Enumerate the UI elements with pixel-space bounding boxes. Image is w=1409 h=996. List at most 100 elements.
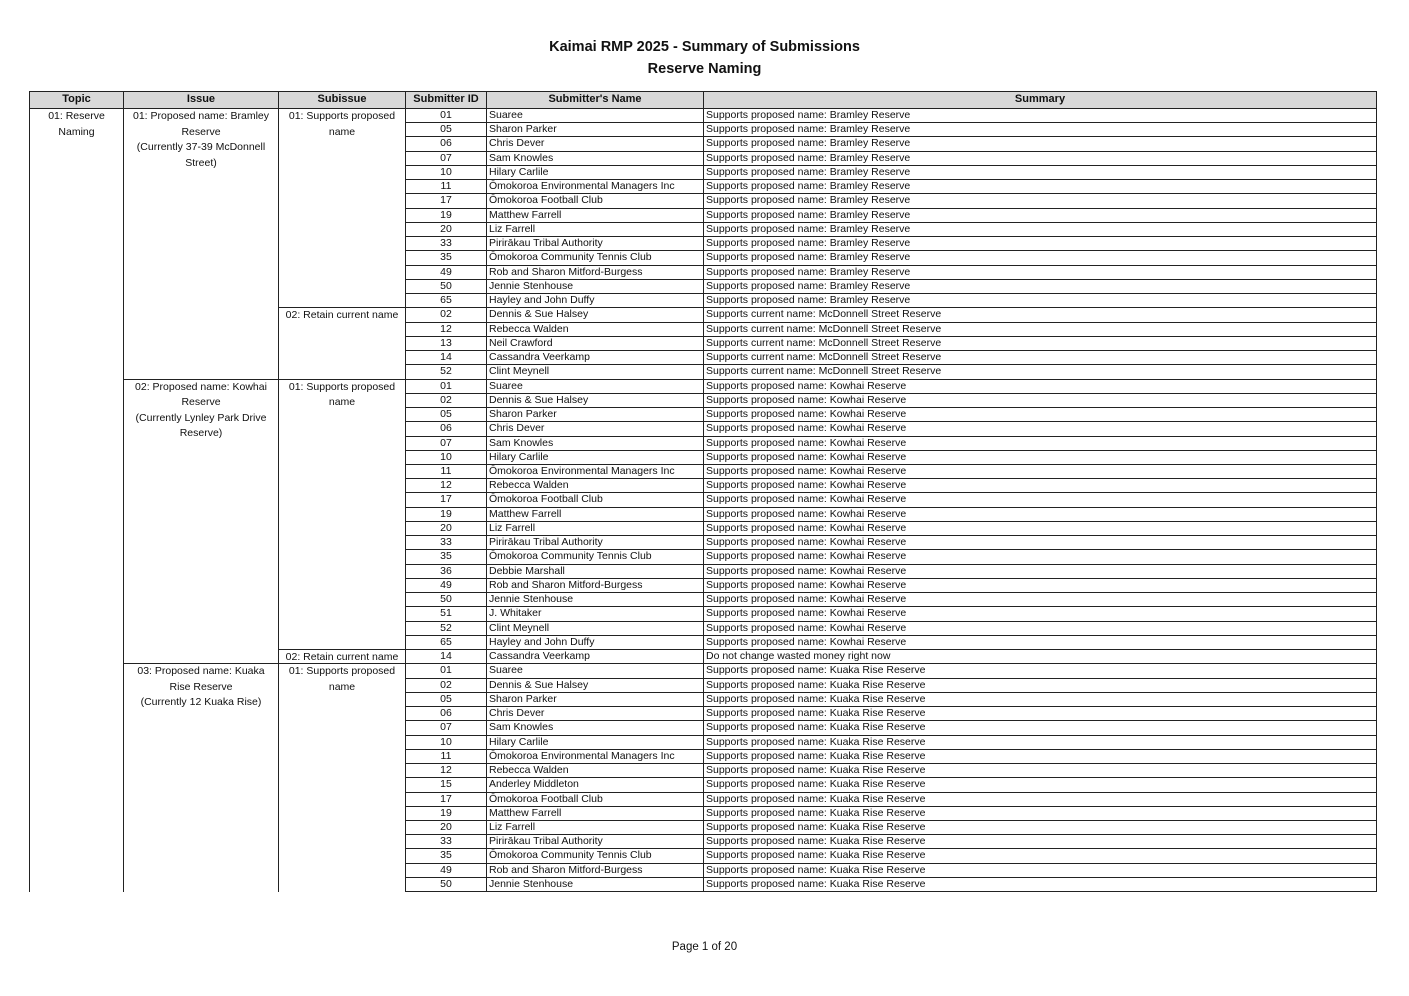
- summary: Supports proposed name: Kuaka Rise Reser…: [703, 663, 1377, 679]
- submitter-name: Ōmokoroa Community Tennis Club: [486, 250, 704, 266]
- summary: Do not change wasted money right now: [703, 649, 1377, 665]
- submitter-name: Ōmokoroa Community Tennis Club: [486, 848, 704, 864]
- submitter-id: 17: [405, 492, 487, 508]
- submitter-name: Hilary Carlile: [486, 734, 704, 750]
- submitter-id: 50: [405, 278, 487, 295]
- summary: Supports proposed name: Kowhai Reserve: [703, 506, 1377, 522]
- submitter-id: 10: [405, 449, 487, 465]
- submitter-id: 10: [405, 164, 487, 181]
- submitter-id: 51: [405, 606, 487, 622]
- submitter-id: 35: [405, 848, 487, 864]
- summary: Supports proposed name: Kowhai Reserve: [703, 535, 1377, 551]
- summary: Supports proposed name: Kuaka Rise Reser…: [703, 748, 1377, 765]
- submitter-name: Jennie Stenhouse: [486, 592, 704, 608]
- submitter-id: 07: [405, 435, 487, 451]
- summary: Supports proposed name: Kuaka Rise Reser…: [703, 777, 1377, 793]
- summary: Supports proposed name: Kuaka Rise Reser…: [703, 862, 1377, 878]
- submitter-id: 50: [405, 592, 487, 608]
- submitter-id: 12: [405, 321, 487, 337]
- submitter-name: Matthew Farrell: [486, 207, 704, 223]
- summary: Supports proposed name: Bramley Reserve: [703, 278, 1377, 295]
- submitter-id: 10: [405, 734, 487, 750]
- submitter-name: Rebecca Walden: [486, 321, 704, 337]
- summary: Supports current name: McDonnell Street …: [703, 335, 1377, 352]
- submitter-name: Chris Dever: [486, 421, 704, 437]
- column-header: Subissue: [278, 91, 406, 109]
- issue-name: 02: Proposed name: Kowhai Reserve: [135, 380, 267, 409]
- submitter-id: 14: [405, 649, 487, 665]
- summary: Supports proposed name: Kuaka Rise Reser…: [703, 691, 1377, 708]
- submitter-id: 20: [405, 520, 487, 537]
- column-header: Submitter ID: [405, 91, 487, 109]
- submitter-name: Jennie Stenhouse: [486, 876, 704, 893]
- summary: Supports proposed name: Kowhai Reserve: [703, 563, 1377, 579]
- column-header: Issue: [123, 91, 279, 109]
- submitter-id: 52: [405, 620, 487, 636]
- summary: Supports proposed name: Kowhai Reserve: [703, 392, 1377, 409]
- submitter-name: Ōmokoroa Environmental Managers Inc: [486, 748, 704, 765]
- submitter-name: Neil Crawford: [486, 335, 704, 352]
- summary: Supports proposed name: Kowhai Reserve: [703, 449, 1377, 465]
- summary: Supports proposed name: Kuaka Rise Reser…: [703, 834, 1377, 850]
- submitter-name: Ōmokoroa Environmental Managers Inc: [486, 179, 704, 195]
- summary: Supports proposed name: Kowhai Reserve: [703, 606, 1377, 622]
- summary: Supports proposed name: Kuaka Rise Reser…: [703, 677, 1377, 693]
- submitter-id: 35: [405, 250, 487, 266]
- summary: Supports current name: McDonnell Street …: [703, 321, 1377, 337]
- summary: Supports proposed name: Kuaka Rise Reser…: [703, 820, 1377, 836]
- submitter-id: 06: [405, 136, 487, 152]
- issue-note: (Currently Lynley Park Drive Reserve): [135, 411, 267, 440]
- summary: Supports proposed name: Kowhai Reserve: [703, 520, 1377, 537]
- submitter-name: Sharon Parker: [486, 407, 704, 423]
- submitter-name: Hayley and John Duffy: [486, 634, 704, 651]
- summary: Supports proposed name: Kuaka Rise Reser…: [703, 763, 1377, 779]
- issue-note: (Currently 37-39 McDonnell Street): [136, 141, 266, 169]
- summary: Supports proposed name: Kowhai Reserve: [703, 407, 1377, 423]
- submitter-id: 33: [405, 834, 487, 850]
- submitter-id: 11: [405, 748, 487, 765]
- summary: Supports proposed name: Kowhai Reserve: [703, 620, 1377, 636]
- submitter-name: Ōmokoroa Football Club: [486, 492, 704, 508]
- submitter-id: 02: [405, 307, 487, 323]
- summary: Supports proposed name: Bramley Reserve: [703, 293, 1377, 309]
- submitter-id: 05: [405, 691, 487, 708]
- summary: Supports proposed name: Kowhai Reserve: [703, 421, 1377, 437]
- submitter-name: Sharon Parker: [486, 691, 704, 708]
- submitter-id: 49: [405, 264, 487, 280]
- column-header: Submitter's Name: [486, 91, 704, 109]
- submitter-name: Pirirākau Tribal Authority: [486, 236, 704, 252]
- submitter-id: 49: [405, 577, 487, 594]
- summary: Supports proposed name: Bramley Reserve: [703, 136, 1377, 152]
- summary: Supports proposed name: Bramley Reserve: [703, 179, 1377, 195]
- submitter-name: Rebecca Walden: [486, 763, 704, 779]
- submitter-name: Hilary Carlile: [486, 449, 704, 465]
- submitter-name: Cassandra Veerkamp: [486, 649, 704, 665]
- summary: Supports proposed name: Bramley Reserve: [703, 150, 1377, 166]
- column-header: Summary: [703, 91, 1377, 109]
- summary: Supports current name: McDonnell Street …: [703, 307, 1377, 323]
- submitter-name: Suaree: [486, 108, 704, 124]
- submitter-name: Sam Knowles: [486, 150, 704, 166]
- submitter-name: Matthew Farrell: [486, 506, 704, 522]
- summary: Supports proposed name: Bramley Reserve: [703, 164, 1377, 181]
- submitter-id: 13: [405, 335, 487, 352]
- submitter-name: Ōmokoroa Football Club: [486, 791, 704, 807]
- summary: Supports proposed name: Kowhai Reserve: [703, 549, 1377, 565]
- submitter-name: Sam Knowles: [486, 435, 704, 451]
- submitter-id: 01: [405, 663, 487, 679]
- submitter-name: Matthew Farrell: [486, 805, 704, 821]
- submitter-id: 12: [405, 763, 487, 779]
- issue-note: (Currently 12 Kuaka Rise): [140, 696, 262, 709]
- summary: Supports proposed name: Kuaka Rise Reser…: [703, 876, 1377, 893]
- submitter-name: Suaree: [486, 378, 704, 394]
- column-header: Topic: [29, 91, 124, 109]
- submitter-id: 33: [405, 535, 487, 551]
- summary: Supports proposed name: Kuaka Rise Reser…: [703, 706, 1377, 722]
- summary: Supports proposed name: Bramley Reserve: [703, 264, 1377, 280]
- submitter-id: 15: [405, 777, 487, 793]
- submitter-name: Rob and Sharon Mitford-Burgess: [486, 577, 704, 594]
- submitter-id: 11: [405, 179, 487, 195]
- submitter-name: Liz Farrell: [486, 221, 704, 238]
- submitter-id: 02: [405, 677, 487, 693]
- submitter-id: 12: [405, 478, 487, 494]
